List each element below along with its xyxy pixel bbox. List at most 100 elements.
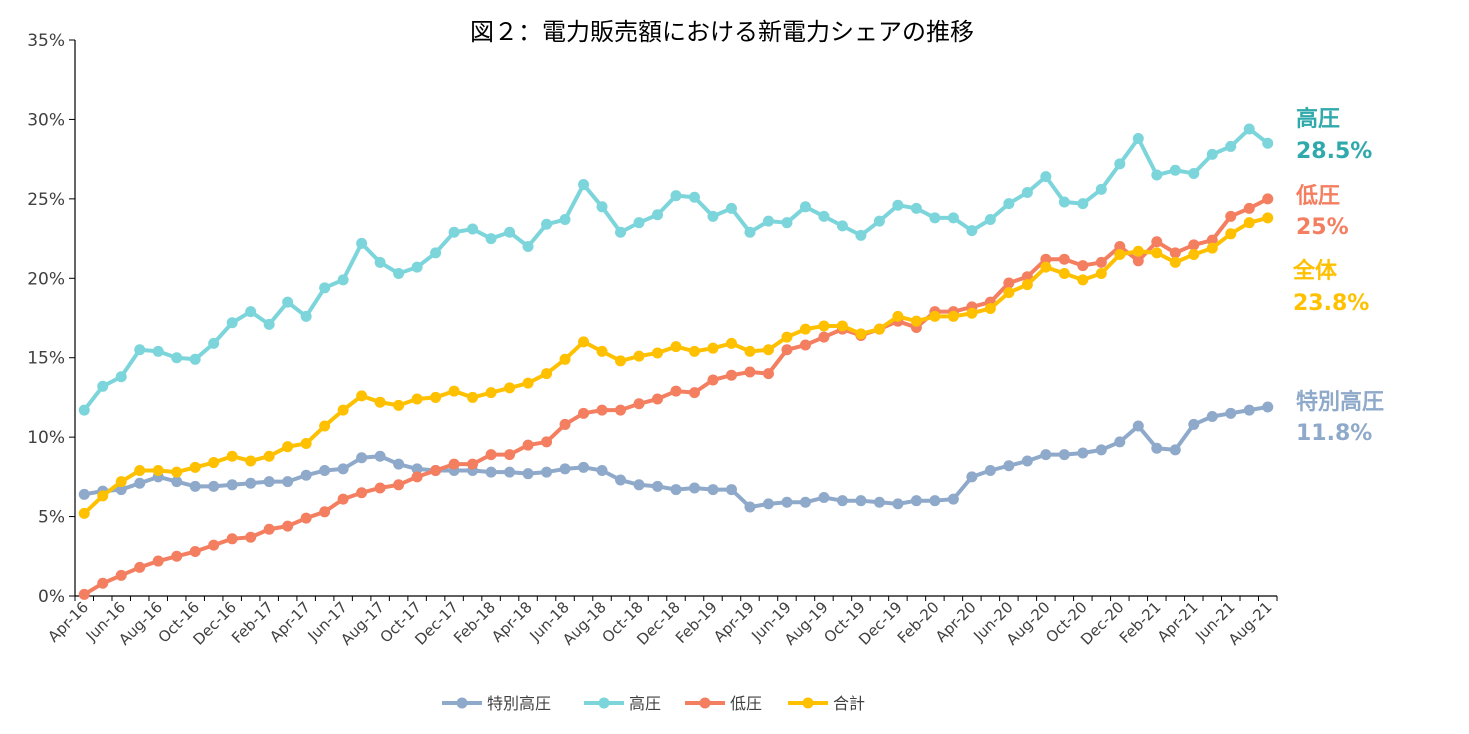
series-line <box>82 126 1269 412</box>
data-point <box>762 368 774 380</box>
data-point <box>596 465 608 477</box>
data-point <box>744 226 756 238</box>
data-point <box>208 539 220 551</box>
data-point <box>263 476 275 488</box>
data-point <box>374 396 386 408</box>
data-point <box>522 439 534 451</box>
data-point <box>1169 247 1181 259</box>
data-point <box>984 214 996 226</box>
x-tick-label: Apr-21 <box>1154 598 1202 646</box>
data-point <box>984 302 996 314</box>
data-point <box>356 487 368 499</box>
data-point <box>670 341 682 353</box>
data-point <box>226 317 238 329</box>
data-point <box>245 531 257 543</box>
data-point <box>1040 253 1052 265</box>
data-point <box>97 577 109 589</box>
data-point <box>688 191 700 203</box>
annotation-value: 23.8% <box>1293 291 1369 316</box>
data-point <box>504 466 516 478</box>
data-point <box>152 345 164 357</box>
data-point <box>1225 140 1237 152</box>
data-point <box>744 366 756 378</box>
data-point <box>319 506 331 518</box>
data-point <box>300 512 312 524</box>
data-point <box>1077 198 1089 210</box>
data-point <box>1188 239 1200 251</box>
data-point <box>910 495 922 507</box>
data-point <box>707 342 719 354</box>
data-point <box>374 256 386 268</box>
data-point <box>189 461 201 473</box>
data-point <box>374 450 386 462</box>
data-point <box>282 520 294 532</box>
data-point <box>208 457 220 469</box>
data-point <box>189 480 201 492</box>
data-point <box>115 476 127 488</box>
data-point <box>504 382 516 394</box>
data-point <box>1058 449 1070 461</box>
series-2 <box>78 193 1274 600</box>
data-point <box>873 215 885 227</box>
data-point <box>818 320 830 332</box>
data-point <box>1206 148 1218 160</box>
y-tick-label: 30% <box>27 110 65 130</box>
data-point <box>1151 169 1163 181</box>
data-point <box>1188 167 1200 179</box>
data-point <box>300 310 312 322</box>
data-point <box>559 418 571 430</box>
data-point <box>947 212 959 224</box>
data-point <box>1225 407 1237 419</box>
data-point <box>762 215 774 227</box>
series-3 <box>78 212 1274 519</box>
data-point <box>929 495 941 507</box>
data-point <box>947 310 959 322</box>
data-point <box>115 484 127 496</box>
data-point <box>485 233 497 245</box>
data-point <box>1243 217 1255 229</box>
data-point <box>337 274 349 286</box>
data-point <box>115 371 127 383</box>
data-point <box>1169 256 1181 268</box>
data-point <box>578 407 590 419</box>
data-point <box>115 569 127 581</box>
data-point <box>189 353 201 365</box>
data-point <box>485 449 497 461</box>
data-point <box>467 458 479 470</box>
data-point <box>152 465 164 477</box>
data-point <box>1077 260 1089 272</box>
data-point <box>337 463 349 475</box>
data-point <box>319 420 331 432</box>
data-point <box>134 477 146 489</box>
legend-swatch-marker <box>802 697 814 709</box>
data-point <box>836 495 848 507</box>
legend-label: 高圧 <box>629 694 661 713</box>
data-point <box>1095 256 1107 268</box>
data-point <box>1003 287 1015 299</box>
data-point <box>134 344 146 356</box>
y-tick-label: 20% <box>27 269 65 289</box>
x-tick-label: Apr-19 <box>710 598 758 646</box>
data-point <box>467 223 479 235</box>
data-point <box>615 474 627 486</box>
data-point <box>707 210 719 222</box>
data-point <box>781 496 793 508</box>
legend-swatch-marker <box>598 697 610 709</box>
data-point <box>966 471 978 483</box>
data-point <box>744 345 756 357</box>
data-point <box>245 306 257 318</box>
data-point <box>1225 210 1237 222</box>
data-point <box>1243 123 1255 135</box>
data-point <box>1003 198 1015 210</box>
data-point <box>725 202 737 214</box>
data-point <box>1151 442 1163 454</box>
data-point <box>522 377 534 389</box>
data-point <box>559 353 571 365</box>
data-point <box>448 385 460 397</box>
data-point <box>1021 187 1033 199</box>
data-point <box>1114 241 1126 253</box>
data-point <box>615 404 627 416</box>
data-point <box>652 347 664 359</box>
data-point <box>781 331 793 343</box>
